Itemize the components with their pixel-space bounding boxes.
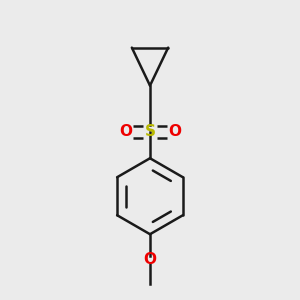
Text: S: S — [145, 124, 155, 139]
Text: O: O — [143, 252, 157, 267]
Text: O: O — [168, 124, 181, 139]
Text: O: O — [119, 124, 132, 139]
